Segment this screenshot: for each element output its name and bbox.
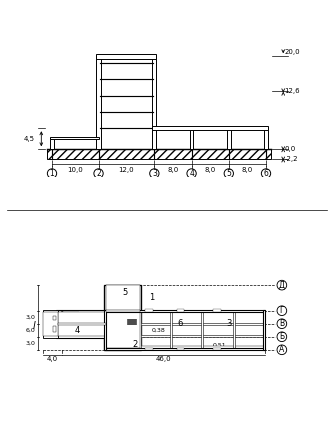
Text: 20,0: 20,0 [285, 49, 300, 55]
Text: 6: 6 [178, 319, 183, 328]
Circle shape [47, 169, 57, 178]
Bar [145, 348, 153, 350]
Text: 3,0: 3,0 [26, 315, 36, 320]
Bar [263, 310, 265, 350]
Bar [106, 348, 265, 350]
Bar [57, 312, 106, 336]
Text: 6,0: 6,0 [26, 328, 36, 333]
Text: 46,0: 46,0 [156, 356, 171, 362]
Text: 4,0: 4,0 [47, 356, 58, 362]
Circle shape [187, 169, 196, 178]
Text: 12,0: 12,0 [119, 168, 134, 173]
Bar [177, 309, 184, 312]
Circle shape [277, 319, 287, 329]
Bar [106, 310, 140, 312]
Text: Д: Д [279, 281, 285, 289]
Text: В: В [279, 319, 285, 328]
Text: 10,0: 10,0 [67, 168, 83, 173]
Bar [227, 128, 231, 149]
Bar [264, 128, 268, 149]
Text: 12,6: 12,6 [285, 88, 300, 94]
Text: 1: 1 [149, 293, 154, 302]
Circle shape [224, 169, 233, 178]
Text: А: А [279, 345, 285, 354]
Bar [104, 285, 142, 350]
Bar [47, 149, 271, 160]
Text: 0,51: 0,51 [212, 343, 226, 348]
Text: 6: 6 [264, 169, 269, 178]
Bar [152, 127, 268, 130]
Text: l: l [33, 321, 36, 331]
Bar [47, 149, 271, 160]
Text: 2: 2 [132, 340, 137, 349]
Bar [106, 323, 265, 325]
Bar [106, 285, 140, 348]
Text: 1: 1 [50, 169, 54, 178]
Bar [145, 309, 153, 312]
Bar [233, 310, 234, 350]
Bar [106, 310, 265, 312]
Text: -2,2: -2,2 [285, 157, 298, 162]
Text: Б: Б [279, 332, 285, 341]
Text: 3: 3 [152, 169, 157, 178]
Bar [177, 348, 184, 350]
Bar [170, 310, 172, 350]
Bar [153, 128, 156, 149]
Circle shape [277, 306, 287, 316]
Text: 0,38: 0,38 [152, 327, 166, 333]
Bar [213, 348, 220, 350]
Bar [53, 316, 56, 320]
Bar [50, 138, 54, 149]
Bar [201, 310, 203, 350]
Bar [43, 310, 57, 338]
Circle shape [150, 169, 159, 178]
Text: 4,5: 4,5 [24, 136, 35, 142]
Circle shape [277, 332, 287, 341]
Bar [53, 326, 56, 332]
Circle shape [262, 169, 271, 178]
Text: 2: 2 [96, 169, 101, 178]
Bar [152, 56, 156, 149]
Bar [57, 323, 106, 325]
Circle shape [277, 280, 287, 290]
Bar [50, 137, 99, 139]
Bar [43, 312, 57, 336]
Bar [104, 310, 106, 350]
Bar [106, 335, 265, 337]
Text: 5: 5 [226, 169, 231, 178]
Text: 0,0: 0,0 [285, 146, 296, 152]
Bar [97, 56, 101, 149]
Text: 3,0: 3,0 [26, 341, 36, 346]
Bar [190, 128, 193, 149]
Text: 5: 5 [123, 288, 128, 297]
Bar [213, 309, 220, 312]
Text: 4: 4 [189, 169, 194, 178]
Circle shape [277, 345, 287, 354]
Bar [55, 310, 108, 338]
Bar [139, 310, 141, 350]
Circle shape [94, 169, 103, 178]
Text: 4: 4 [74, 327, 79, 335]
Text: 0,51: 0,51 [77, 311, 91, 316]
Bar [106, 346, 265, 350]
Text: Г: Г [280, 306, 284, 315]
Text: 8,0: 8,0 [242, 168, 253, 173]
Text: 8,0: 8,0 [204, 168, 216, 173]
Bar [97, 54, 156, 59]
Text: 8,0: 8,0 [167, 168, 179, 173]
Text: 3: 3 [226, 319, 231, 328]
